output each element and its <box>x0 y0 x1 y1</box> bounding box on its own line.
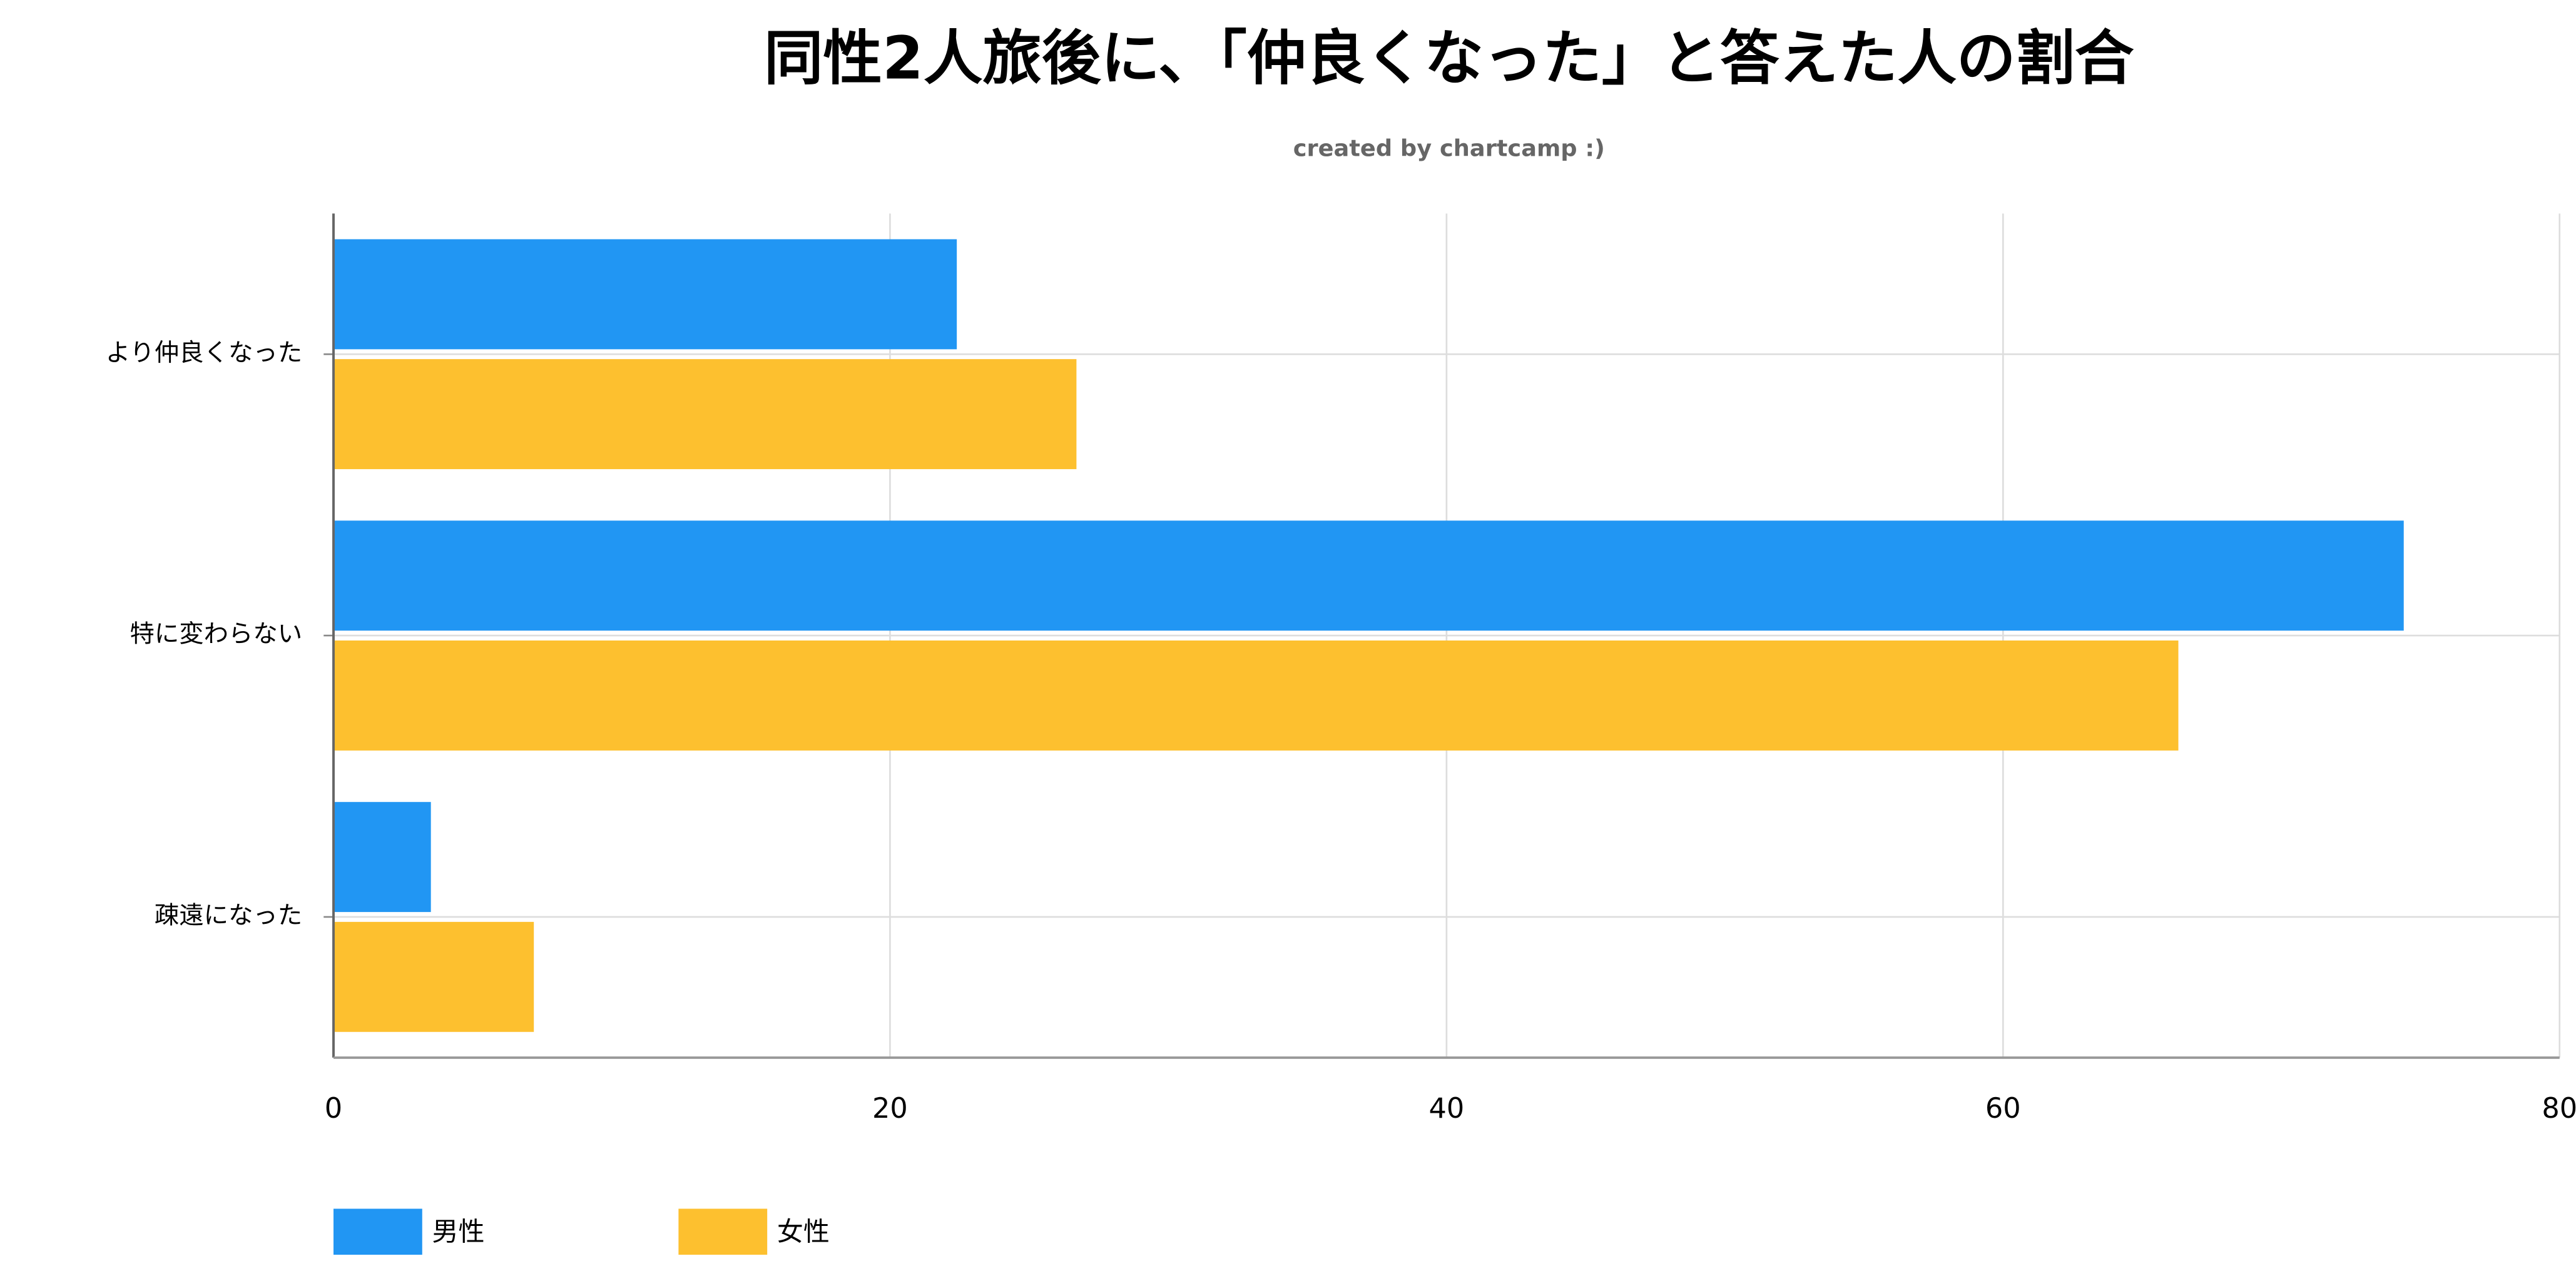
bar <box>333 921 534 1032</box>
x-tick-label: 60 <box>1985 1092 2021 1125</box>
chart-title: 同性2人旅後に、「仲良くなった」と答えた人の割合 <box>764 24 2134 93</box>
legend-label: 女性 <box>777 1216 830 1247</box>
bar <box>333 359 1077 470</box>
legend-swatch <box>333 1208 422 1255</box>
legend-label: 男性 <box>432 1216 485 1247</box>
bar <box>333 802 431 913</box>
x-tick-label: 20 <box>872 1092 908 1125</box>
y-tick-label: より仲良くなった <box>106 338 302 367</box>
legend-swatch <box>678 1208 768 1255</box>
chart-subtitle: created by chartcamp :) <box>1293 134 1605 161</box>
x-tick-label: 80 <box>2542 1092 2576 1125</box>
x-tick-label: 0 <box>325 1092 342 1125</box>
bar <box>333 520 2404 631</box>
x-tick-label: 40 <box>1428 1092 1464 1125</box>
y-tick-label: 特に変わらない <box>130 620 302 649</box>
bar <box>333 640 2179 751</box>
bar <box>333 239 957 350</box>
y-tick-label: 疎遠になった <box>155 901 302 929</box>
